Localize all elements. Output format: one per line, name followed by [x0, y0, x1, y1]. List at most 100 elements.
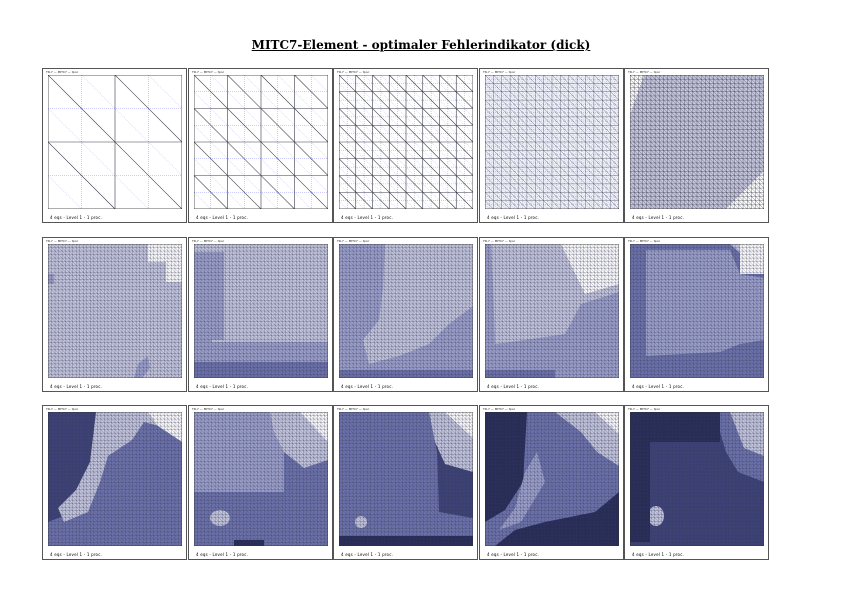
- diagonal: [630, 429, 747, 546]
- blue-diagonal: [339, 200, 348, 209]
- diagonal: [150, 244, 182, 276]
- diagonal: [630, 137, 702, 209]
- mesh-panel: TR-7 — MITC7 — tpoc 4 eqs - Level 1 - 1 p…: [42, 237, 187, 392]
- diagonal: [48, 517, 77, 546]
- diagonal: [339, 510, 375, 546]
- panel-caption: 4 eqs - Level 1 - 1 proc.: [341, 552, 394, 557]
- diagonal: [485, 418, 613, 546]
- diagonal: [339, 489, 396, 546]
- diagonal: [114, 244, 182, 312]
- blue-diagonal: [339, 133, 415, 209]
- diagonal: [485, 500, 531, 546]
- diagonal: [48, 457, 137, 546]
- diagonal: [48, 521, 73, 546]
- diagonal: [339, 433, 452, 546]
- diagonal: [339, 268, 449, 378]
- panel-caption: 4 eqs - Level 1 - 1 proc.: [196, 384, 249, 389]
- blue-diagonal: [414, 75, 473, 134]
- diagonal: [48, 254, 172, 378]
- diagonal: [194, 293, 279, 378]
- blue-diagonal: [194, 125, 278, 209]
- blue-diagonal: [556, 75, 619, 138]
- diagonal: [339, 175, 373, 209]
- diagonal: [48, 321, 105, 378]
- diagonal: [83, 412, 182, 511]
- diagonal: [630, 482, 694, 546]
- diagonal: [51, 412, 182, 543]
- diagonal: [194, 346, 226, 378]
- diagonal: [651, 412, 764, 525]
- diagonal: [48, 141, 116, 209]
- diagonal: [194, 418, 322, 546]
- diagonal: [630, 415, 761, 546]
- diagonal: [693, 244, 764, 315]
- diagonal: [630, 129, 710, 209]
- diagonal: [339, 247, 470, 378]
- diagonal: [630, 247, 761, 378]
- diagonal: [495, 244, 619, 368]
- fe-mesh: [630, 75, 764, 209]
- diagonal: [630, 542, 634, 546]
- diagonal: [58, 244, 182, 368]
- diagonal: [299, 244, 328, 273]
- diagonal: [630, 261, 747, 378]
- diagonal: [48, 422, 172, 546]
- diagonal: [753, 412, 764, 423]
- diagonal: [48, 468, 126, 546]
- diagonal: [339, 457, 428, 546]
- mesh-lines: [339, 75, 473, 209]
- diagonal: [208, 412, 328, 532]
- diagonal: [317, 412, 328, 423]
- diagonal: [576, 244, 619, 287]
- diagonal: [48, 353, 73, 378]
- diagonal: [630, 342, 666, 378]
- diagonal: [48, 374, 52, 378]
- diagonal: [339, 521, 364, 546]
- diagonal: [485, 244, 619, 378]
- diagonal: [296, 244, 328, 276]
- diagonal: [675, 75, 764, 164]
- diagonal: [485, 100, 594, 209]
- diagonal: [194, 524, 216, 546]
- diagonal: [523, 244, 619, 340]
- diagonal: [360, 412, 473, 525]
- diagonal: [58, 412, 182, 536]
- diagonal: [485, 457, 574, 546]
- blue-diagonal: [522, 75, 619, 172]
- diagonal: [48, 507, 87, 546]
- diagonal: [339, 279, 438, 378]
- diagonal: [451, 412, 473, 434]
- diagonal: [630, 325, 683, 378]
- diagonal: [339, 282, 435, 378]
- diagonal: [604, 412, 619, 427]
- diagonal: [587, 244, 619, 276]
- diagonal: [485, 429, 602, 546]
- diagonal: [48, 440, 154, 546]
- diagonal: [693, 412, 764, 483]
- diagonal: [711, 412, 764, 465]
- diagonal: [339, 542, 343, 546]
- diagonal: [679, 244, 764, 329]
- diagonal: [485, 426, 605, 546]
- diagonal: [339, 335, 382, 378]
- diagonal: [194, 496, 244, 546]
- diagonal: [204, 412, 328, 536]
- blue-diagonal: [485, 129, 565, 209]
- blue-diagonal: [148, 75, 182, 109]
- diagonal: [725, 244, 764, 283]
- diagonal: [513, 244, 619, 350]
- diagonal: [485, 268, 595, 378]
- diagonal: [630, 187, 652, 209]
- diagonal: [194, 275, 297, 378]
- fe-mesh: [194, 412, 328, 546]
- diagonal: [107, 412, 182, 487]
- diagonal: [339, 321, 396, 378]
- diagonal: [501, 75, 619, 193]
- diagonal: [260, 412, 328, 480]
- diagonal: [630, 510, 666, 546]
- diagonal: [630, 507, 669, 546]
- diagonal: [349, 244, 473, 368]
- diagonal: [485, 141, 553, 209]
- diagonal: [160, 244, 182, 266]
- mesh-lines: [485, 244, 619, 378]
